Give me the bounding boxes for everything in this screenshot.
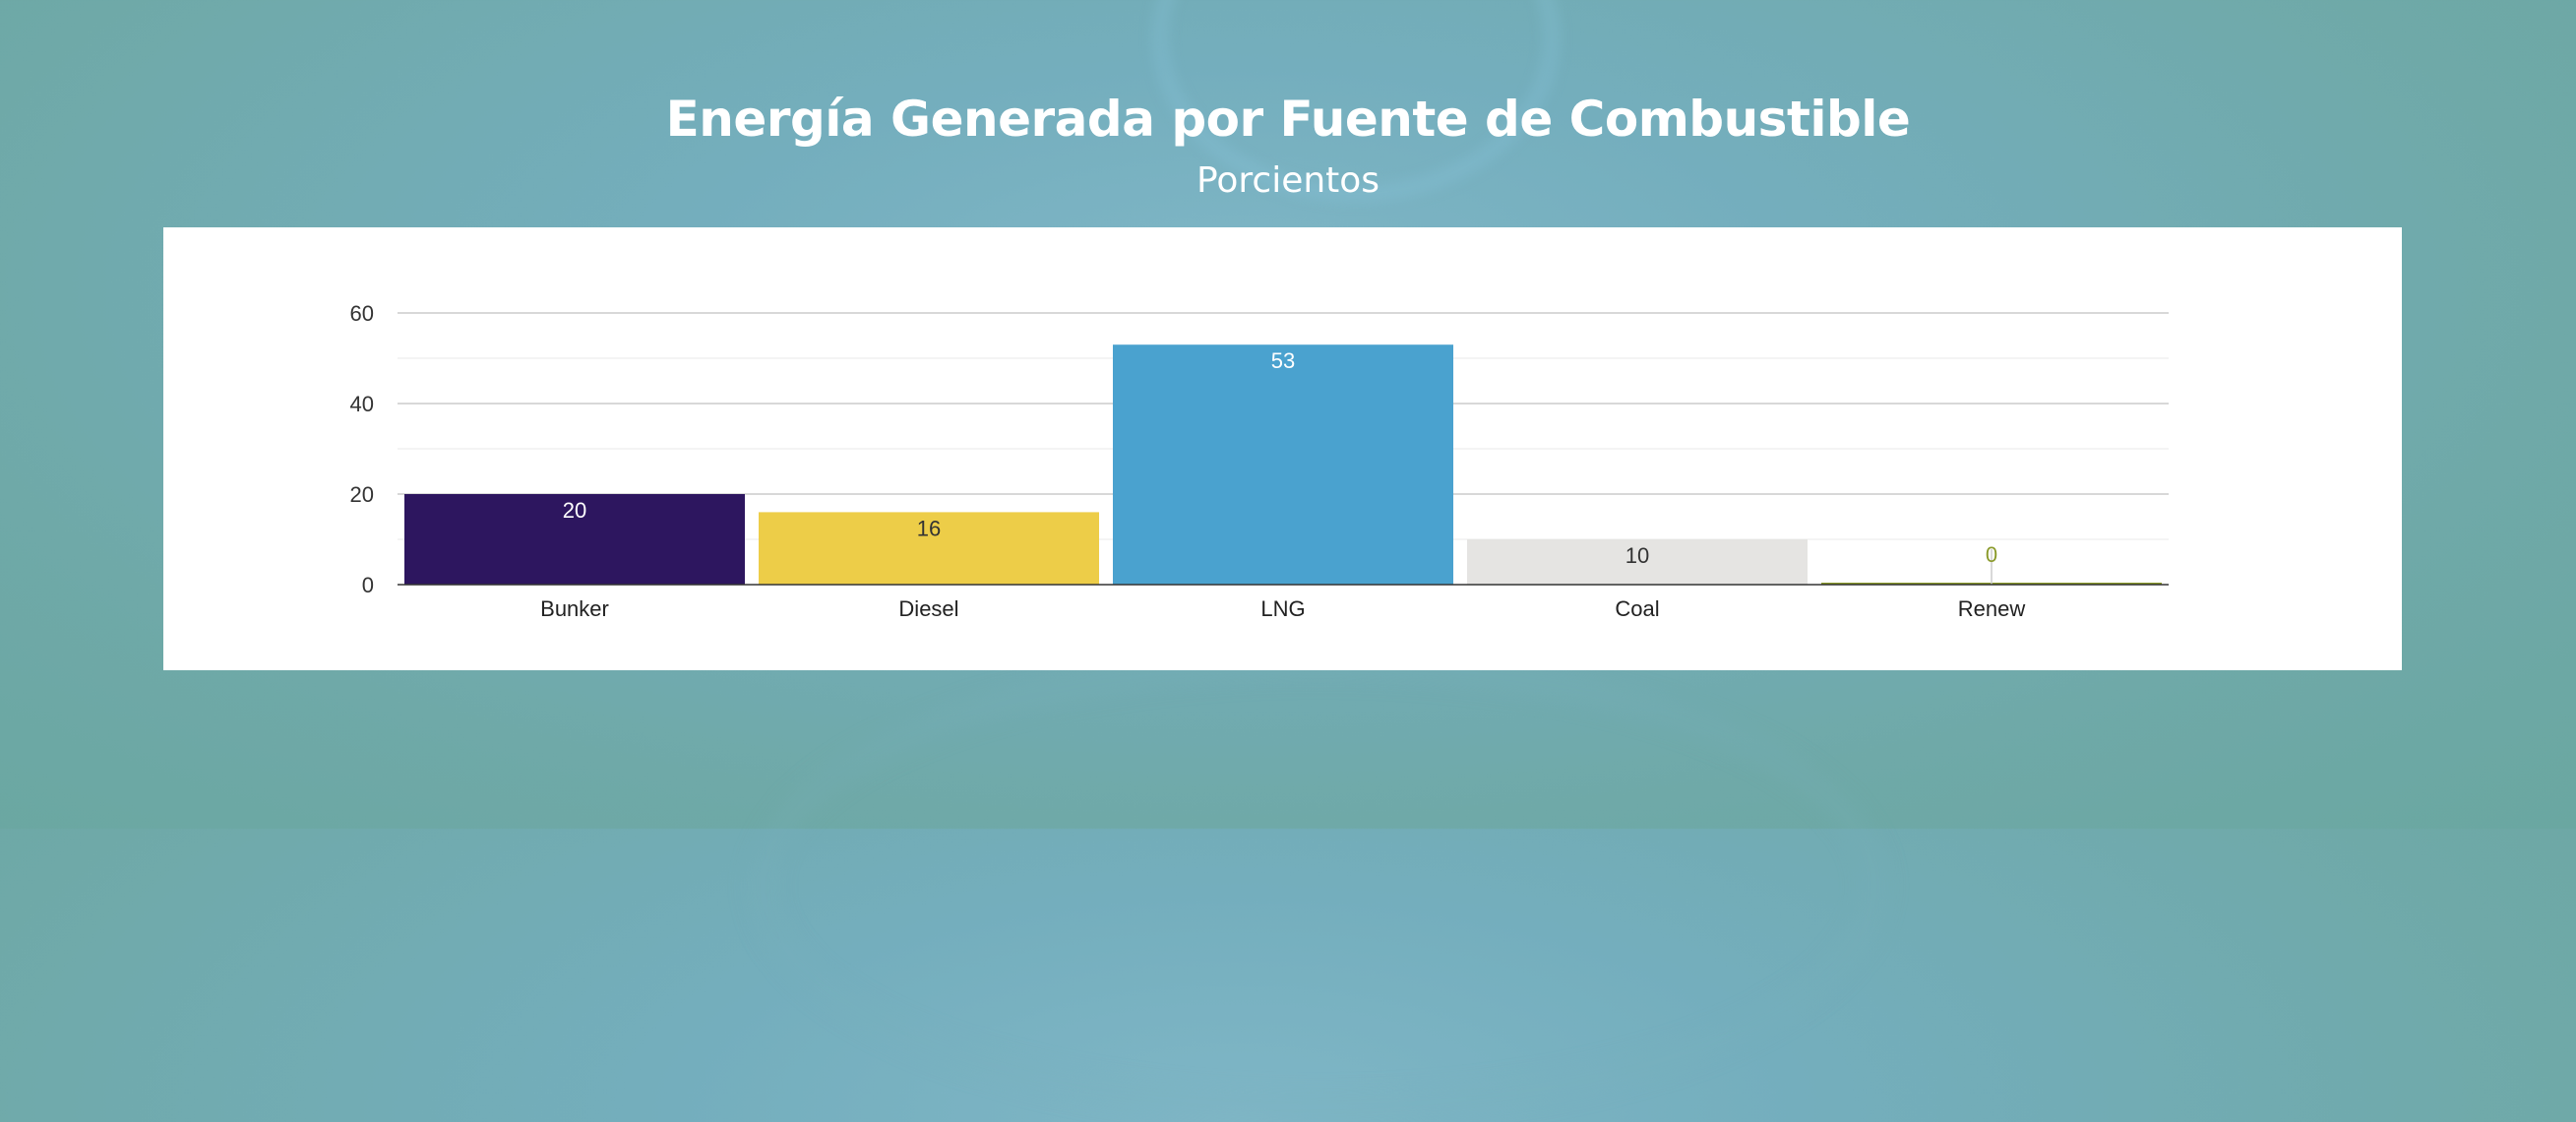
bar-lng [1113, 344, 1453, 585]
bar-bunker [404, 494, 745, 585]
page-subtitle: Porcientos [1196, 160, 1380, 201]
background-decoration [748, 650, 1889, 1122]
x-tick-label: Renew [1958, 596, 2026, 621]
bars [404, 344, 2162, 585]
chart-panel: 0 20 40 60 20 16 53 10 0 Bunker Diesel LNG Coal Ren… [163, 227, 2402, 670]
x-axis: Bunker Diesel LNG Coal Renew [398, 584, 2169, 621]
bar-chart: 0 20 40 60 20 16 53 10 0 Bunker Diesel LNG Coal Ren… [350, 301, 2169, 621]
y-axis: 0 20 40 60 [350, 301, 374, 597]
data-label: 16 [917, 516, 941, 540]
data-label: 53 [1271, 348, 1295, 373]
data-labels: 20 16 53 10 0 [563, 348, 1997, 585]
data-label: 0 [1986, 542, 1997, 567]
y-tick-label: 20 [350, 482, 374, 507]
x-tick-label: Bunker [540, 596, 609, 621]
y-tick-label: 40 [350, 392, 374, 416]
bar-coal [1467, 539, 1808, 585]
y-tick-label: 0 [362, 573, 374, 597]
x-tick-label: Diesel [898, 596, 958, 621]
x-tick-label: Coal [1615, 596, 1659, 621]
bar-diesel [759, 512, 1099, 585]
page-title: Energía Generada por Fuente de Combustib… [665, 91, 1911, 148]
data-label: 20 [563, 498, 586, 523]
x-tick-label: LNG [1260, 596, 1305, 621]
data-label: 10 [1625, 543, 1649, 568]
y-tick-label: 60 [350, 301, 374, 326]
